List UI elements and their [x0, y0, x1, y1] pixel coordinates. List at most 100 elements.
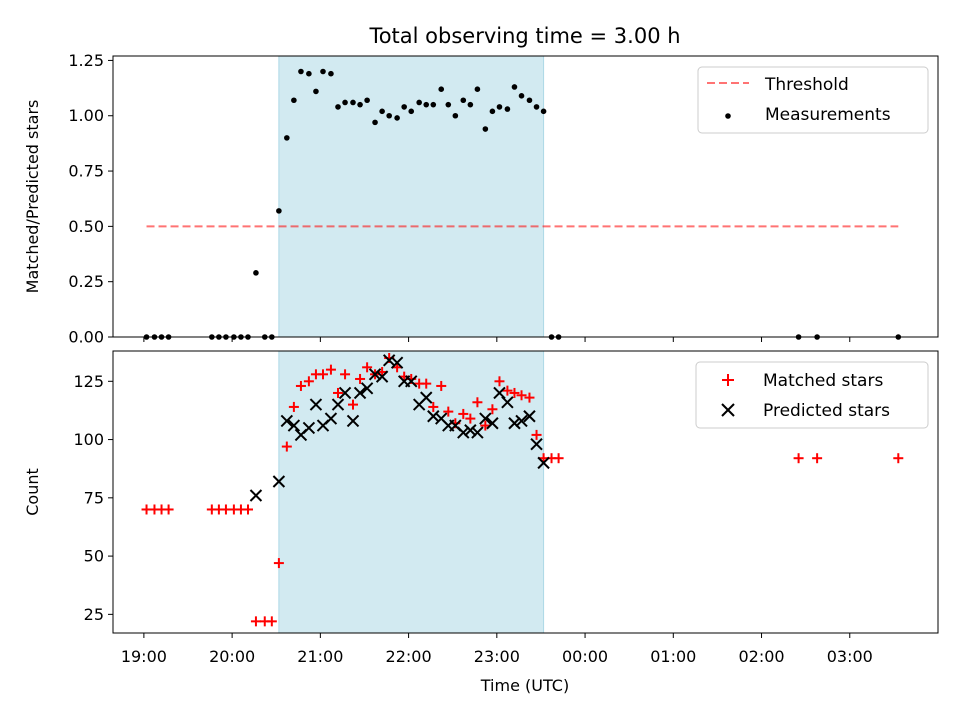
- y-tick-label: 0.00: [68, 328, 104, 347]
- predicted-star-point: [471, 426, 484, 439]
- matched-star-point: [531, 429, 542, 440]
- predicted-star-point: [346, 414, 360, 428]
- predicted-star-point: [353, 386, 367, 400]
- predicted-star-point: [537, 456, 550, 470]
- count-predicted-points: [249, 354, 550, 502]
- matched-star-point: [362, 362, 373, 373]
- predicted-star-point: [272, 475, 286, 488]
- legend-matched-swatch: [722, 374, 734, 386]
- measurement-point: [511, 84, 518, 90]
- predicted-star-point: [523, 410, 536, 423]
- measurement-point: [460, 97, 467, 104]
- matched-star-point: [348, 399, 358, 410]
- x-tick-label: 02:00: [738, 647, 784, 666]
- measurement-point: [386, 112, 392, 119]
- matched-star-point: [793, 453, 804, 464]
- measurement-point: [306, 70, 312, 77]
- predicted-star-point: [508, 417, 521, 430]
- legend-measurement-swatch: [725, 113, 731, 119]
- matched-star-point: [295, 380, 306, 391]
- y-tick-label: 25: [84, 605, 104, 624]
- predicted-star-point: [360, 382, 374, 395]
- legend-threshold-label: Threshold: [764, 75, 849, 95]
- measurement-point: [504, 106, 511, 112]
- predicted-star-point: [331, 398, 345, 411]
- predicted-star-point: [302, 421, 316, 435]
- predicted-star-point: [338, 386, 352, 400]
- ratio-y-axis-label: Matched/Predicted stars: [23, 100, 42, 294]
- predicted-star-point: [309, 398, 323, 411]
- x-tick-label: 01:00: [650, 647, 696, 666]
- matched-star-point: [465, 413, 476, 424]
- measurement-point: [430, 101, 437, 108]
- matched-star-point: [333, 387, 343, 398]
- matched-star-point: [428, 401, 439, 412]
- x-tick-label: 00:00: [562, 647, 608, 666]
- measurement-point: [496, 104, 503, 110]
- measurement-point: [253, 270, 259, 276]
- y-tick-label: 0.25: [68, 272, 104, 291]
- measurement-point: [482, 126, 489, 132]
- measurement-point: [474, 86, 481, 92]
- legend-predicted-label: Predicted stars: [763, 401, 890, 421]
- measurement-point: [364, 97, 370, 104]
- count-x-axis-label: Time (UTC): [480, 676, 569, 695]
- measurement-point: [291, 97, 297, 104]
- x-tick-label: 22:00: [386, 647, 432, 666]
- predicted-star-point: [501, 396, 514, 409]
- count-matched-points: [141, 352, 904, 627]
- measurement-point: [518, 93, 525, 99]
- ratio-x-axis-ticks: [143, 337, 851, 342]
- count-shaded-interval: [278, 350, 545, 634]
- measurement-point: [372, 119, 378, 126]
- matched-star-point: [472, 397, 483, 408]
- matched-star-point: [494, 376, 505, 387]
- ratio-legend-box: [697, 66, 929, 134]
- measurement-point: [328, 70, 334, 77]
- measurement-point: [467, 101, 474, 108]
- predicted-star-point: [375, 370, 389, 383]
- y-tick-label: 125: [73, 372, 104, 391]
- matched-star-point: [443, 406, 454, 417]
- predicted-star-point: [427, 410, 440, 423]
- matched-star-point: [340, 369, 351, 380]
- measurement-point: [335, 104, 341, 110]
- x-tick-label: 03:00: [827, 647, 873, 666]
- matched-star-point: [524, 392, 535, 403]
- matched-star-point: [243, 504, 253, 515]
- legend-measurement-label: Measurements: [765, 105, 891, 125]
- matched-star-point: [355, 373, 366, 384]
- y-tick-label: 0.50: [68, 217, 104, 236]
- ratio-panel: 0.00 0.25 0.50 0.75 1.00 1.25 Matched/Predict…: [23, 51, 939, 347]
- matched-star-point: [458, 408, 469, 419]
- measurement-point: [416, 99, 422, 106]
- measurement-point: [357, 101, 363, 108]
- measurement-point: [438, 86, 445, 92]
- measurement-point: [320, 68, 326, 75]
- matched-star-point: [303, 376, 314, 387]
- predicted-star-point: [390, 356, 404, 369]
- count-y-axis-ticks: 25 50 75 100 125: [73, 372, 113, 624]
- y-tick-label: 100: [73, 430, 104, 449]
- measurement-point: [394, 115, 400, 121]
- matched-star-point: [273, 558, 284, 569]
- measurement-point: [526, 97, 533, 104]
- count-panel: 25 50 75 100 125 19:00 20:00 21:00 22:00 23:00 00…: [23, 350, 939, 695]
- predicted-star-point: [530, 438, 543, 451]
- predicted-star-point: [280, 414, 294, 428]
- x-tick-label: 21:00: [297, 647, 343, 666]
- count-x-axis-ticks: 19:00 20:00 21:00 22:00 23:00 00:00 01:00 02:00…: [121, 633, 873, 666]
- measurement-point: [350, 99, 356, 106]
- measurement-point: [445, 101, 452, 108]
- ratio-panel-frame: [112, 55, 939, 338]
- chart-title: Total observing time = 3.00 h: [368, 24, 680, 48]
- measurement-point: [401, 104, 407, 110]
- x-tick-label: 19:00: [121, 647, 167, 666]
- matched-star-point: [281, 441, 292, 452]
- predicted-star-point: [368, 368, 382, 381]
- matched-star-point: [288, 401, 299, 412]
- predicted-star-point: [405, 375, 418, 388]
- measurement-point: [342, 99, 348, 106]
- legend-matched-label: Matched stars: [763, 371, 883, 391]
- measurement-point: [408, 108, 415, 115]
